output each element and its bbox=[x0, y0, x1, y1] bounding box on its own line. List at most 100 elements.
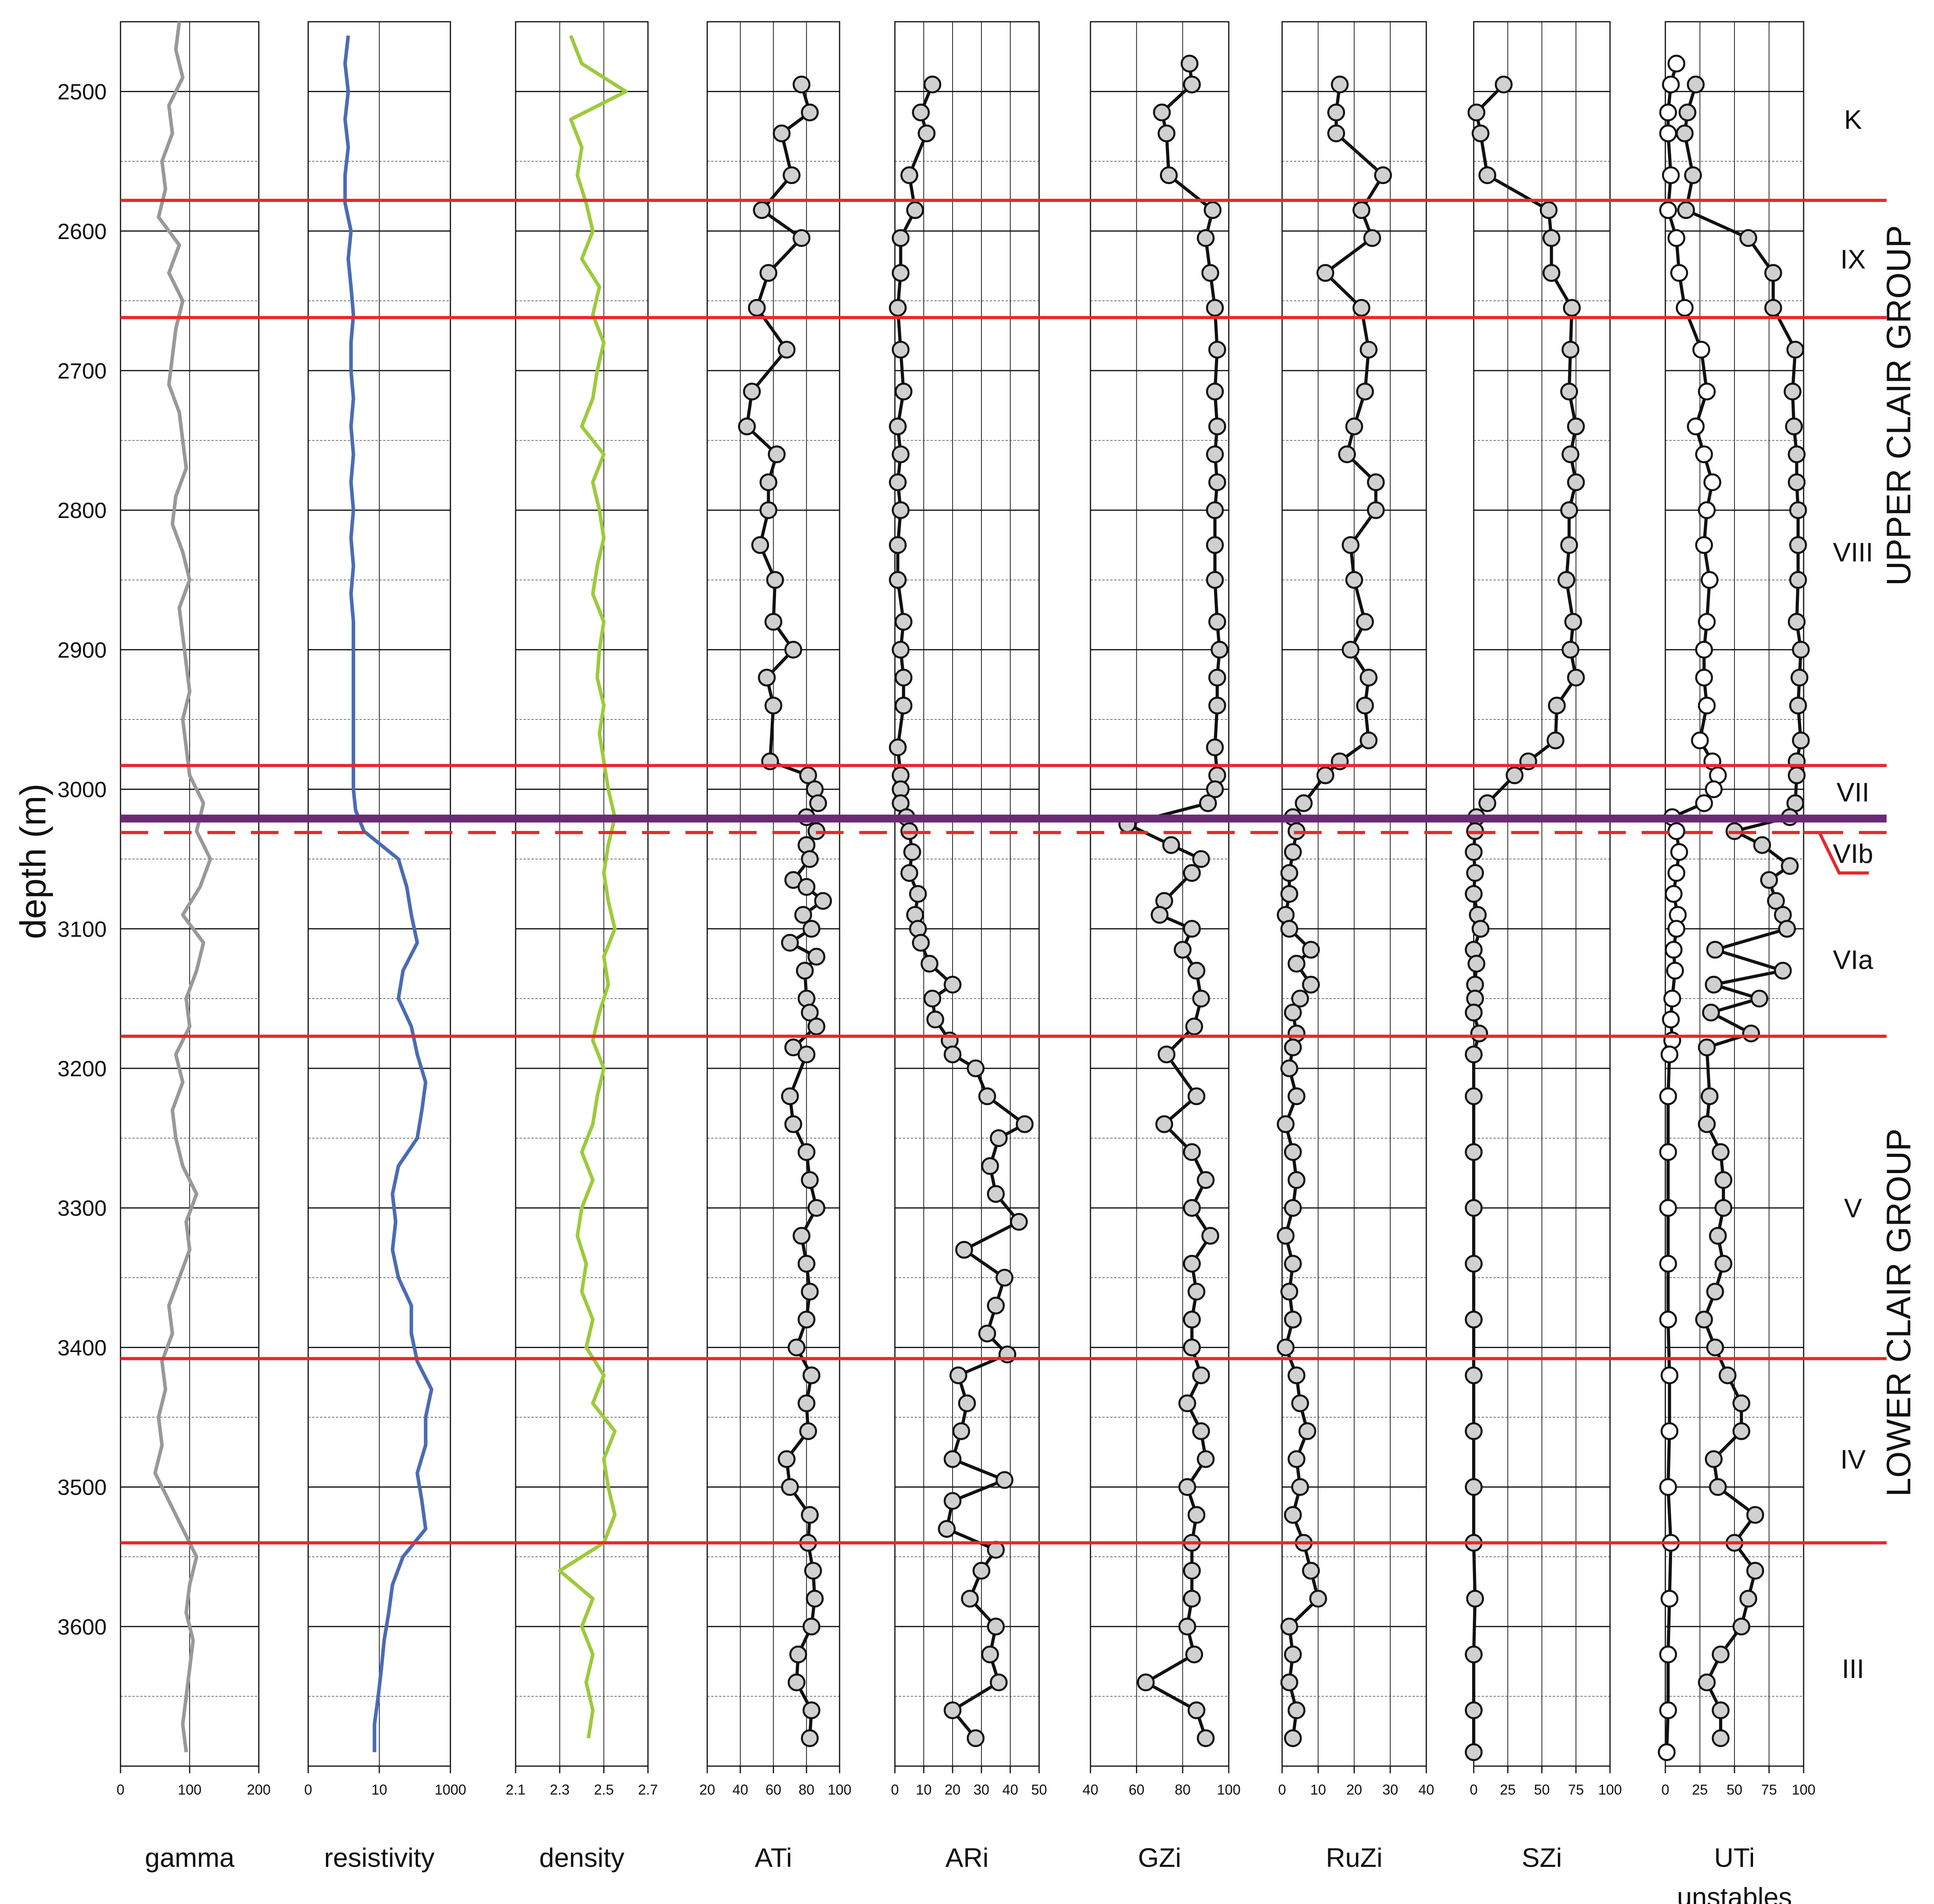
ATi-point bbox=[796, 962, 814, 980]
RuZi-point bbox=[1288, 1087, 1305, 1105]
unstables-point bbox=[1667, 55, 1685, 73]
RuZi-point bbox=[1302, 1562, 1320, 1580]
ATi-point bbox=[802, 920, 821, 938]
SZi-point bbox=[1542, 264, 1561, 282]
unstables-point bbox=[1676, 299, 1694, 317]
tick-label: 20 bbox=[945, 1782, 960, 1798]
tick-label: 50 bbox=[1534, 1782, 1550, 1798]
tick-label: 1000 bbox=[435, 1782, 466, 1798]
UTi-point bbox=[1709, 1478, 1727, 1496]
GZi-point bbox=[1178, 1618, 1196, 1636]
unstables-point bbox=[1659, 1701, 1677, 1719]
ATi-point bbox=[772, 124, 791, 143]
ATi-point bbox=[789, 1645, 807, 1663]
ARi-point bbox=[906, 201, 924, 219]
ATi-point bbox=[801, 1729, 819, 1747]
group-label: LOWER CLAIR GROUP bbox=[1880, 1128, 1918, 1497]
GZi-point bbox=[1203, 201, 1222, 219]
SZi-point bbox=[1564, 613, 1582, 631]
RuZi-point bbox=[1280, 885, 1298, 903]
GZi-point bbox=[1183, 1338, 1201, 1356]
ATi-point bbox=[784, 1115, 802, 1133]
UTi-point bbox=[1705, 1450, 1723, 1468]
ARi-point bbox=[894, 697, 913, 715]
SZi-point bbox=[1465, 1366, 1483, 1384]
UTi-point bbox=[1712, 1701, 1730, 1719]
ARi-point bbox=[987, 1618, 1005, 1636]
unstables-point bbox=[1659, 201, 1677, 219]
depth-tick-label: 2800 bbox=[57, 498, 107, 523]
ATi-point bbox=[781, 1478, 799, 1496]
unstables-point bbox=[1659, 1478, 1677, 1496]
tick-label: 60 bbox=[765, 1782, 781, 1798]
ARi-point bbox=[1016, 1115, 1034, 1133]
ATi-point bbox=[768, 445, 786, 463]
SZi-point bbox=[1465, 1255, 1483, 1273]
UTi-point bbox=[1706, 941, 1724, 959]
ATi-point bbox=[802, 1366, 821, 1384]
tick-label: 50 bbox=[1727, 1782, 1742, 1798]
depth-tick-label: 2500 bbox=[57, 79, 107, 104]
ARi-point bbox=[912, 934, 930, 952]
tick-label: 80 bbox=[1175, 1782, 1190, 1798]
ARi-point bbox=[921, 955, 939, 973]
UTi-point bbox=[1788, 613, 1806, 631]
UTi-point bbox=[1739, 229, 1757, 247]
ARi-point bbox=[990, 1673, 1008, 1691]
tick-label: 100 bbox=[828, 1782, 851, 1798]
UTi-point bbox=[1695, 1311, 1713, 1329]
GZi-point bbox=[1208, 697, 1226, 715]
ARi-point bbox=[987, 1296, 1005, 1315]
UTi-point bbox=[1733, 1394, 1750, 1412]
GZi-point bbox=[1187, 1701, 1205, 1719]
SZi-point bbox=[1560, 536, 1578, 554]
SZi-point bbox=[1465, 1311, 1483, 1329]
ATi-point bbox=[759, 501, 778, 519]
series-frame-2 bbox=[1090, 21, 1230, 1767]
ATi-point bbox=[765, 697, 782, 715]
UTi-point bbox=[1712, 1729, 1730, 1747]
GZi-point bbox=[1158, 1045, 1175, 1064]
depth-tick-label: 2600 bbox=[57, 219, 107, 244]
GZi-label: GZi bbox=[1138, 1843, 1181, 1873]
ATi-point bbox=[787, 1673, 806, 1691]
SZi-point bbox=[1478, 166, 1496, 184]
log-frame-0 bbox=[120, 21, 260, 1767]
RuZi-point bbox=[1316, 766, 1334, 784]
UTi-point bbox=[1712, 1143, 1730, 1161]
ATi-point bbox=[797, 1311, 815, 1329]
UTi-point bbox=[1746, 1562, 1764, 1580]
unstables-point bbox=[1663, 989, 1681, 1008]
UTi-point bbox=[1739, 1589, 1757, 1608]
GZi-point bbox=[1206, 299, 1224, 317]
unstables-point bbox=[1662, 1010, 1680, 1028]
RuZi-point bbox=[1356, 613, 1374, 631]
ATi-point bbox=[804, 1562, 822, 1580]
track-border bbox=[894, 21, 1040, 1767]
ARi-point bbox=[889, 536, 907, 554]
SZi-point bbox=[1561, 341, 1580, 359]
ARi-point bbox=[972, 1562, 991, 1580]
series-frame-5 bbox=[1665, 21, 1804, 1767]
RuZi-point bbox=[1327, 104, 1345, 122]
tick-label: 100 bbox=[1792, 1782, 1815, 1798]
RuZi-point bbox=[1367, 473, 1385, 492]
tick-label: 25 bbox=[1692, 1782, 1708, 1798]
ARi-point bbox=[958, 1394, 976, 1412]
ARi-point bbox=[889, 473, 907, 492]
depth-tick-label: 2700 bbox=[57, 358, 107, 383]
tick-label: 0 bbox=[117, 1782, 124, 1798]
tick-label: 100 bbox=[1217, 1782, 1241, 1798]
ARi-point bbox=[926, 1010, 944, 1028]
ARi-point bbox=[981, 1645, 999, 1663]
ARi-point bbox=[917, 124, 936, 143]
UTi-point bbox=[1764, 264, 1782, 282]
GZi-point bbox=[1197, 1450, 1215, 1468]
unit-label-VIII: VIII bbox=[1833, 537, 1873, 567]
SZi-point bbox=[1471, 124, 1490, 143]
ATi-label: ATi bbox=[755, 1843, 792, 1873]
GZi-point bbox=[1211, 640, 1229, 659]
UTi-point bbox=[1687, 75, 1705, 94]
GZi-point bbox=[1208, 417, 1226, 435]
UTi-point bbox=[1709, 1227, 1727, 1245]
